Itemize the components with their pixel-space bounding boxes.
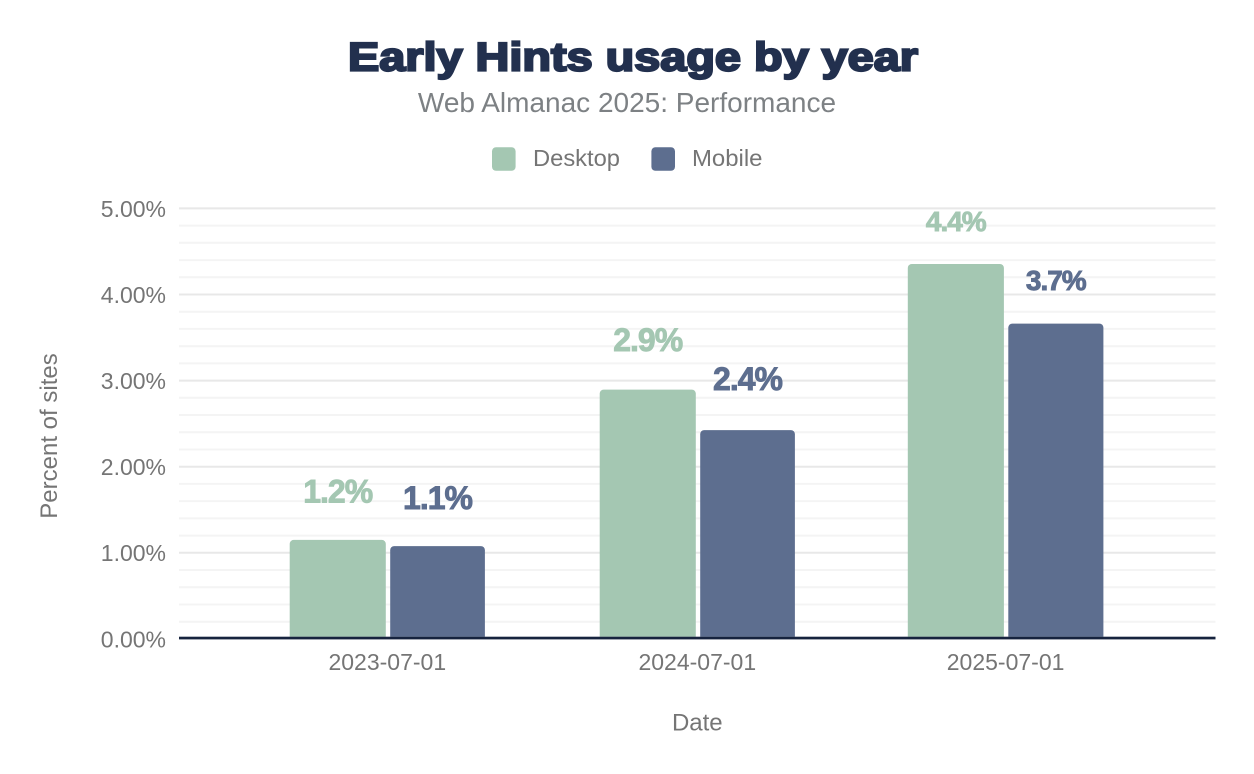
svg-text:Mobile: Mobile <box>692 145 763 171</box>
svg-text:1.2%: 1.2% <box>303 474 372 510</box>
svg-text:Percent of sites: Percent of sites <box>36 353 63 518</box>
svg-text:0.00%: 0.00% <box>101 626 166 652</box>
svg-text:2.9%: 2.9% <box>613 322 682 358</box>
svg-text:2023-07-01: 2023-07-01 <box>328 649 446 675</box>
svg-text:1.00%: 1.00% <box>101 540 166 566</box>
svg-text:Web Almanac 2025: Performance: Web Almanac 2025: Performance <box>418 87 836 118</box>
svg-text:1.1%: 1.1% <box>403 480 472 516</box>
svg-text:2024-07-01: 2024-07-01 <box>638 649 756 675</box>
svg-text:4.00%: 4.00% <box>101 282 166 308</box>
svg-text:Date: Date <box>672 710 723 737</box>
svg-text:Desktop: Desktop <box>533 145 620 171</box>
svg-text:4.4%: 4.4% <box>926 206 987 237</box>
svg-text:5.00%: 5.00% <box>101 196 166 222</box>
svg-text:2.00%: 2.00% <box>101 454 166 480</box>
svg-text:3.00%: 3.00% <box>101 368 166 394</box>
svg-text:2.4%: 2.4% <box>713 361 782 397</box>
svg-text:Early Hints usage by year: Early Hints usage by year <box>348 36 918 80</box>
svg-text:3.7%: 3.7% <box>1026 265 1087 296</box>
svg-text:2025-07-01: 2025-07-01 <box>947 649 1065 675</box>
